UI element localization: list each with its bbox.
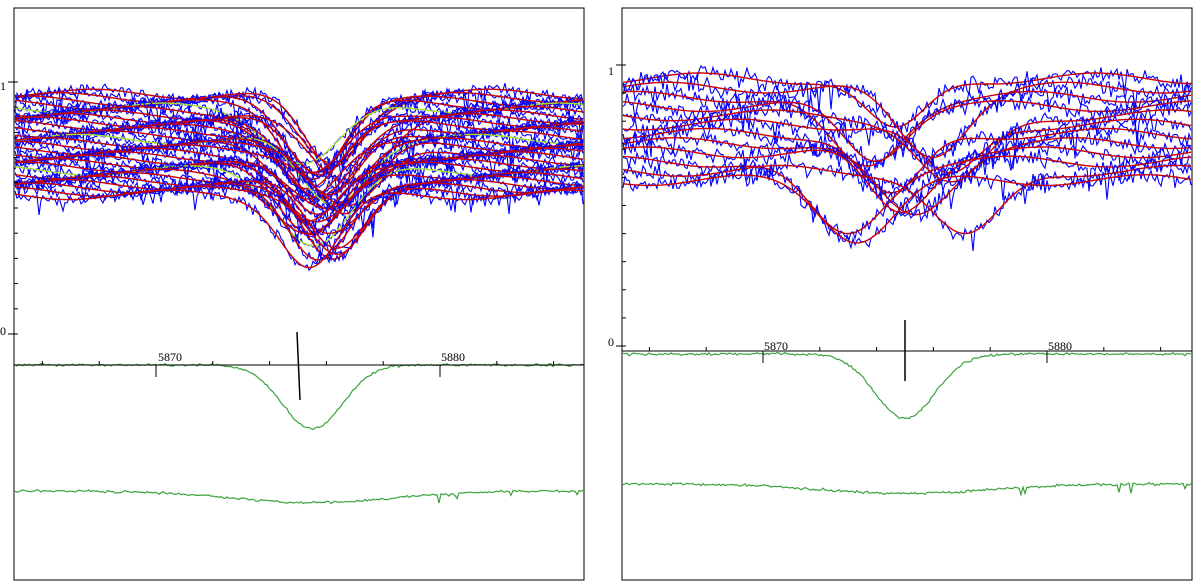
right-observed-spectrum-5 bbox=[622, 102, 1192, 191]
left-plot-area bbox=[14, 83, 584, 505]
left-y-tick-label-1: 1 bbox=[0, 79, 6, 93]
right-plot-area bbox=[622, 64, 1192, 497]
left-model-spectrum-15 bbox=[14, 137, 584, 210]
left-model-spectrum-27 bbox=[14, 178, 584, 260]
right-observed-spectrum-10 bbox=[622, 148, 1192, 242]
left-model-spectrum-14 bbox=[14, 133, 584, 206]
right-observed-spectrum-3 bbox=[622, 83, 1192, 172]
left-model-spectrum-19 bbox=[15, 151, 584, 215]
right-observed-spectrum-6 bbox=[622, 113, 1192, 179]
left-observed-spectrum-7 bbox=[14, 102, 584, 178]
right-observed-spectrum-8 bbox=[622, 129, 1192, 223]
right-model-spectrum-5 bbox=[622, 109, 1192, 183]
right-model-spectrum-11 bbox=[622, 164, 1192, 235]
left-model-spectrum-2 bbox=[14, 92, 584, 167]
left-model-spectrum-25 bbox=[14, 171, 584, 235]
left-x-tick-label-5880: 5880 bbox=[441, 350, 465, 364]
right-axis-ticks bbox=[616, 64, 1162, 363]
left-model-spectrum-30 bbox=[14, 189, 584, 269]
left-reference-profile-2 bbox=[14, 489, 584, 505]
left-spectra-panel: 1 0 5870 5880 bbox=[0, 7, 585, 581]
right-observed-spectrum-12 bbox=[622, 164, 1192, 250]
right-model-spectrum-12 bbox=[622, 174, 1192, 244]
left-x-tick-label-5870: 5870 bbox=[158, 350, 182, 364]
right-panel-frame bbox=[621, 7, 1193, 581]
right-model-spectrum-6 bbox=[622, 118, 1192, 174]
right-observed-spectrum-1 bbox=[622, 64, 1192, 135]
right-y-tick-label-1: 1 bbox=[608, 64, 614, 78]
left-line-marker bbox=[296, 331, 301, 401]
right-model-spectrum-9 bbox=[622, 146, 1192, 214]
right-x-tick-label-5880: 5880 bbox=[1048, 339, 1072, 353]
left-y-tick-label-0: 0 bbox=[0, 324, 6, 338]
right-y-tick-label-0: 0 bbox=[608, 335, 614, 349]
right-model-spectrum-3 bbox=[622, 90, 1192, 167]
right-reference-profile-1 bbox=[622, 351, 1192, 420]
left-axis-ticks bbox=[8, 81, 555, 377]
right-spectra-panel: 1 0 5870 5880 bbox=[608, 7, 1193, 581]
left-model-spectrum-20 bbox=[14, 154, 583, 223]
right-observed-spectrum-11 bbox=[622, 154, 1192, 251]
left-model-spectrum-7 bbox=[14, 109, 584, 176]
right-model-spectrum-8 bbox=[622, 137, 1192, 216]
right-model-spectrum-1 bbox=[622, 72, 1192, 128]
right-x-tick-label-5870: 5870 bbox=[764, 339, 788, 353]
left-observed-spectrum-19 bbox=[14, 144, 584, 229]
left-model-spectrum-8 bbox=[14, 112, 584, 184]
right-reference-profile-2 bbox=[622, 481, 1192, 497]
left-model-spectrum-26 bbox=[14, 175, 584, 249]
right-model-spectrum-4 bbox=[622, 100, 1192, 162]
left-model-spectrum-28 bbox=[14, 182, 584, 261]
left-model-spectrum-1 bbox=[14, 88, 583, 164]
left-model-spectrum-13 bbox=[14, 130, 584, 200]
